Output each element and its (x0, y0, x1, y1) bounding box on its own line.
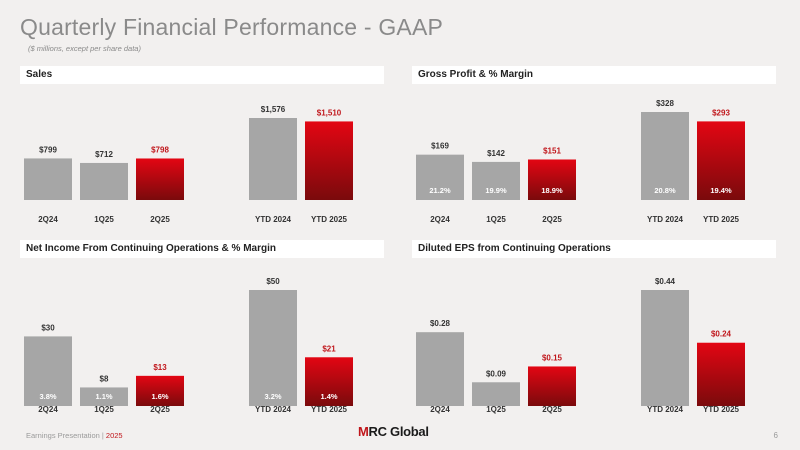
footer-presentation-label: Earnings Presentation | 2025 (26, 431, 123, 440)
category-label-1q25: 1Q25 (486, 215, 506, 224)
bar-1q25 (80, 162, 128, 200)
bar-ytd-2024 (249, 290, 297, 406)
category-label-2q24: 2Q24 (430, 405, 450, 414)
bar-2q24 (24, 158, 72, 200)
value-label-2q24: $799 (39, 145, 57, 154)
value-label-ytd-2025: $293 (712, 108, 730, 117)
margin-label-2q25: 18.9% (541, 186, 563, 195)
category-label-ytd-2024: YTD 2024 (647, 405, 684, 414)
value-label-2q25: $0.15 (542, 353, 563, 362)
value-label-ytd-2025: $0.24 (711, 330, 732, 339)
bar-ytd-2025 (305, 121, 353, 200)
bar-2q25 (528, 366, 576, 406)
category-label-1q25: 1Q25 (94, 405, 114, 414)
value-label-2q24: $30 (41, 323, 55, 332)
page-title: Quarterly Financial Performance - GAAP (20, 14, 444, 40)
category-label-2q24: 2Q24 (38, 215, 58, 224)
category-label-ytd-2025: YTD 2025 (311, 215, 348, 224)
margin-label-1q25: 1.1% (95, 392, 112, 401)
gross-profit-panel-header: Gross Profit & % Margin (412, 66, 776, 84)
bar-2q25 (136, 375, 184, 406)
category-label-2q24: 2Q24 (38, 405, 58, 414)
bar-2q25 (528, 159, 576, 200)
sales-panel-header: Sales (20, 66, 384, 84)
eps-panel-header: Diluted EPS from Continuing Operations (412, 240, 776, 258)
value-label-2q24: $0.28 (430, 319, 451, 328)
net-income-panel-header: Net Income From Continuing Operations & … (20, 240, 384, 258)
category-label-ytd-2024: YTD 2024 (255, 405, 292, 414)
bar-2q24 (416, 154, 464, 200)
category-label-1q25: 1Q25 (486, 405, 506, 414)
value-label-2q24: $169 (431, 142, 449, 151)
margin-label-ytd-2024: 3.2% (264, 392, 281, 401)
bar-1q25 (472, 382, 520, 406)
value-label-ytd-2024: $50 (266, 277, 280, 286)
bar-ytd-2024 (641, 112, 689, 200)
value-label-1q25: $712 (95, 150, 113, 159)
margin-label-1q25: 19.9% (485, 186, 507, 195)
page-number: 6 (773, 431, 778, 440)
margin-label-2q25: 1.6% (151, 392, 168, 401)
category-label-ytd-2024: YTD 2024 (647, 215, 684, 224)
category-label-2q25: 2Q25 (542, 215, 562, 224)
margin-label-ytd-2024: 20.8% (654, 186, 676, 195)
bar-ytd-2025 (305, 357, 353, 406)
page-subtitle: ($ millions, except per share data) (28, 44, 141, 53)
gross-profit-chart: $169 21.2% 2Q24 $142 19.9% 1Q25 $151 18.9% 2Q25 $… (416, 99, 745, 224)
bar-2q25 (136, 158, 184, 200)
bar-ytd-2024 (641, 290, 689, 406)
bar-1q25 (472, 161, 520, 200)
value-label-ytd-2024: $328 (656, 99, 674, 108)
mrc-global-logo: MRC Global (358, 424, 429, 439)
footer-year: 2025 (105, 431, 123, 440)
bar-ytd-2024 (249, 118, 297, 200)
value-label-2q25: $151 (543, 146, 561, 155)
category-label-ytd-2024: YTD 2024 (255, 215, 292, 224)
value-label-ytd-2024: $1,576 (261, 105, 286, 114)
margin-label-ytd-2025: 19.4% (710, 186, 732, 195)
category-label-2q25: 2Q25 (150, 215, 170, 224)
bar-2q24 (416, 332, 464, 406)
logo-m: M (358, 424, 369, 439)
value-label-2q25: $13 (153, 363, 167, 372)
sales-chart: $799 2Q24 $712 1Q25 $798 2Q25 $1,576 YTD 2024 $1… (24, 105, 353, 224)
value-label-2q25: $798 (151, 145, 169, 154)
value-label-1q25: $8 (100, 374, 109, 383)
value-label-ytd-2024: $0.44 (655, 277, 676, 286)
value-label-1q25: $142 (487, 149, 505, 158)
bar-ytd-2025 (697, 121, 745, 200)
bar-1q25 (80, 387, 128, 406)
margin-label-2q24: 21.2% (429, 186, 451, 195)
bar-2q24 (24, 336, 72, 406)
value-label-ytd-2025: $1,510 (317, 108, 342, 117)
category-label-ytd-2025: YTD 2025 (703, 215, 740, 224)
margin-label-2q24: 3.8% (39, 392, 56, 401)
category-label-1q25: 1Q25 (94, 215, 114, 224)
category-label-2q24: 2Q24 (430, 215, 450, 224)
value-label-1q25: $0.09 (486, 369, 507, 378)
category-label-ytd-2025: YTD 2025 (311, 405, 348, 414)
category-label-2q25: 2Q25 (150, 405, 170, 414)
value-label-ytd-2025: $21 (322, 344, 336, 353)
footer-presentation-text: Earnings Presentation | (26, 431, 104, 440)
margin-label-ytd-2025: 1.4% (320, 392, 337, 401)
net-income-chart: $30 3.8% 2Q24 $8 1.1% 1Q25 $13 1.6% 2Q25 $50 3.2% Y… (24, 277, 353, 414)
category-label-ytd-2025: YTD 2025 (703, 405, 740, 414)
bar-ytd-2025 (697, 342, 745, 406)
eps-chart: $0.28 2Q24 $0.09 1Q25 $0.15 2Q25 $0.44 YTD 2024… (416, 277, 745, 414)
category-label-2q25: 2Q25 (542, 405, 562, 414)
logo-rest: RC Global (368, 424, 429, 439)
